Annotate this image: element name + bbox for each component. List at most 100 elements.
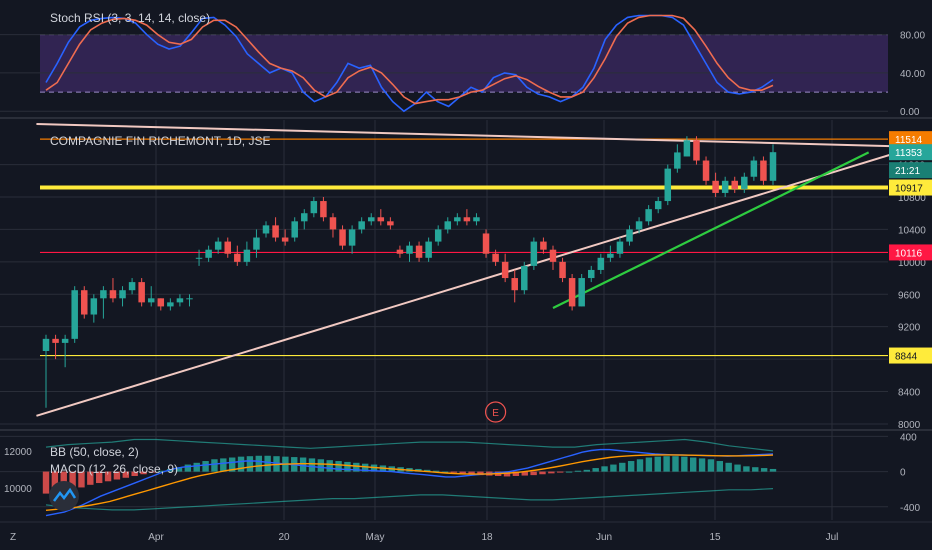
candle-body[interactable] [339,229,346,246]
candle-body[interactable] [272,225,279,238]
candle-body[interactable] [42,338,50,351]
macd-histogram-bar[interactable] [601,466,608,472]
macd-histogram-bar[interactable] [690,457,697,472]
macd-histogram-bar[interactable] [672,456,679,472]
macd-histogram-bar[interactable] [95,471,103,484]
candle-body[interactable] [463,217,471,222]
candle-body[interactable] [597,257,605,270]
candle-body[interactable] [224,241,232,254]
candle-body[interactable] [540,241,547,250]
candle-body[interactable] [195,257,203,259]
candle-body[interactable] [320,201,327,218]
macd-histogram-bar[interactable] [468,471,475,475]
macd-histogram-bar[interactable] [42,471,50,494]
macd-histogram-bar[interactable] [237,456,245,472]
support-trendline[interactable] [552,151,870,310]
macd-histogram-bar[interactable] [681,456,688,472]
macd-histogram-bar[interactable] [193,462,200,472]
candle-body[interactable] [712,180,719,193]
candle-body[interactable] [750,160,758,177]
macd-histogram-bar[interactable] [255,455,262,472]
macd-histogram-bar[interactable] [424,469,431,472]
candle-body[interactable] [731,180,738,189]
candle-body[interactable] [396,249,404,254]
macd-histogram-bar[interactable] [574,470,582,472]
macd-histogram-bar[interactable] [353,462,360,472]
tradingview-logo[interactable] [49,481,79,511]
candle-body[interactable] [109,290,117,299]
macd-histogram-bar[interactable] [645,457,653,472]
candle-body[interactable] [511,278,518,291]
macd-histogram-bar[interactable] [530,471,537,476]
earnings-marker[interactable] [484,401,507,423]
macd-histogram-bar[interactable] [583,469,591,472]
candle-body[interactable] [521,265,528,291]
candle-body[interactable] [664,168,672,202]
macd-histogram-bar[interactable] [78,471,85,488]
candle-body[interactable] [387,221,394,226]
candle-body[interactable] [626,229,633,242]
candle-body[interactable] [281,237,289,242]
macd-histogram-bar[interactable] [760,468,768,472]
macd-histogram-bar[interactable] [51,471,59,493]
macd-histogram-bar[interactable] [335,461,342,472]
candle-body[interactable] [769,152,777,181]
candle-body[interactable] [358,221,365,230]
candle-body[interactable] [377,217,385,222]
ascending-trendline[interactable] [36,145,917,417]
candle-body[interactable] [721,180,729,193]
candle-body[interactable] [100,290,107,299]
candle-body[interactable] [205,249,212,258]
candle-body[interactable] [530,241,538,266]
candle-body[interactable] [348,229,356,246]
candle-body[interactable] [52,338,59,343]
candle-body[interactable] [434,229,442,242]
candle-body[interactable] [454,217,461,222]
time-axis[interactable]: Apr 20 May 18 Jun 15 Jul [148,532,838,543]
macd-histogram-bar[interactable] [184,464,192,472]
candle-body[interactable] [329,217,337,230]
candle-body[interactable] [367,217,375,222]
macd-histogram-bar[interactable] [459,471,466,474]
macd-histogram-bar[interactable] [725,462,732,472]
candle-body[interactable] [176,298,184,303]
candle-body[interactable] [674,152,681,169]
macd-histogram-bar[interactable] [175,467,183,472]
candle-body[interactable] [415,245,423,258]
macd-histogram-bar[interactable] [69,471,76,490]
macd-histogram-bar[interactable] [734,464,741,472]
macd-histogram-bar[interactable] [361,463,369,472]
macd-histogram-bar[interactable] [264,455,271,472]
macd-histogram-bar[interactable] [769,468,777,472]
macd-histogram-bar[interactable] [317,459,325,472]
candle-body[interactable] [186,298,193,300]
candle-body[interactable] [90,298,98,315]
macd-histogram-bar[interactable] [131,471,138,476]
stoch-line[interactable] [45,14,774,105]
stoch-rsi-pane[interactable]: 80.00 40.00 0.00 [0,14,925,119]
macd-histogram-bar[interactable] [220,458,227,472]
macd-histogram-bar[interactable] [619,462,626,472]
candle-body[interactable] [262,225,270,234]
candle-body[interactable] [702,160,710,181]
macd-histogram-bar[interactable] [202,461,209,472]
candle-body[interactable] [71,290,78,339]
macd-histogram-bar[interactable] [140,471,147,475]
candle-body[interactable] [693,140,700,161]
bb-lower-line[interactable] [45,488,774,511]
candle-body[interactable] [760,160,767,181]
macd-histogram-bar[interactable] [548,471,555,474]
candle-body[interactable] [607,253,614,258]
candle-body[interactable] [549,249,557,262]
candle-body[interactable] [301,213,308,222]
candle-body[interactable] [310,201,318,214]
price-pane[interactable]: 8000840088009200960010000104001080011200… [0,120,932,520]
candle-body[interactable] [501,261,509,279]
macd-histogram-bar[interactable] [627,461,635,472]
candle-body[interactable] [578,278,585,307]
candle-body[interactable] [157,298,165,307]
macd-histogram-bar[interactable] [158,470,165,472]
macd-histogram-bar[interactable] [246,456,254,472]
candle-body[interactable] [568,278,576,307]
